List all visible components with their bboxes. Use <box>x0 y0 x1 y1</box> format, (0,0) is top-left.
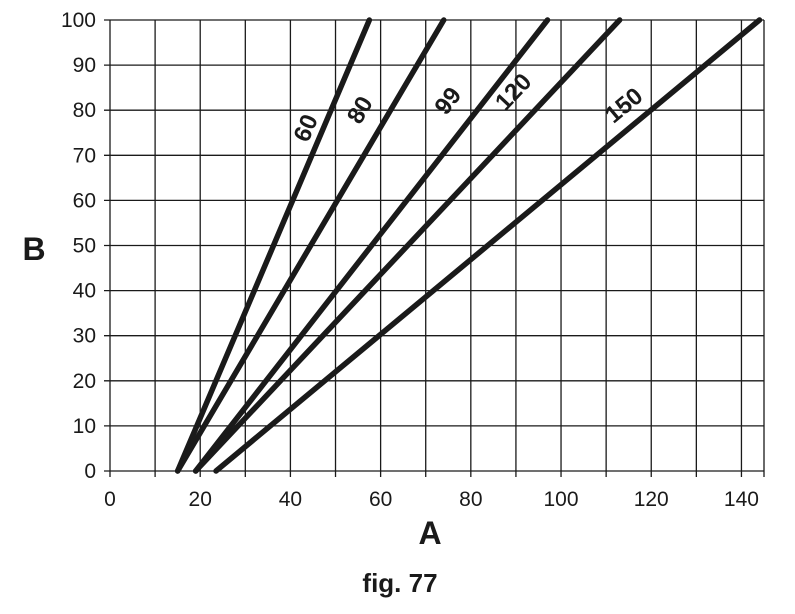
y-tick-label: 90 <box>73 54 96 77</box>
y-tick-label: 40 <box>73 280 96 303</box>
y-axis-label: B <box>22 231 45 267</box>
x-tick-label: 60 <box>369 488 392 511</box>
series-line-99 <box>192 17 551 474</box>
y-tick-label: 0 <box>84 460 96 483</box>
series-label-120: 120 <box>490 68 537 116</box>
x-axis-label: A <box>418 515 441 551</box>
series-lines <box>174 17 763 474</box>
y-tick-label: 30 <box>73 325 96 348</box>
x-tick-label: 80 <box>459 488 482 511</box>
series-label-150: 150 <box>600 83 648 129</box>
series-line-80 <box>174 17 447 474</box>
series-line-150 <box>213 17 763 474</box>
series-label-99: 99 <box>429 82 467 120</box>
x-tick-label: 120 <box>634 488 669 511</box>
x-tick-label: 100 <box>544 488 579 511</box>
series-label-80: 80 <box>342 92 379 129</box>
x-tick-label: 20 <box>189 488 212 511</box>
figure-caption: fig. 77 <box>362 568 437 598</box>
y-tick-label: 60 <box>73 189 96 212</box>
y-tick-label: 20 <box>73 370 96 393</box>
x-tick-label: 140 <box>724 488 759 511</box>
series-line-120 <box>192 17 623 474</box>
y-tick-label: 50 <box>73 235 96 258</box>
y-tick-label: 70 <box>73 144 96 167</box>
series-line-60 <box>174 17 373 474</box>
y-tick-label: 100 <box>61 9 96 32</box>
y-tick-label: 80 <box>73 99 96 122</box>
y-tick-label: 10 <box>73 415 96 438</box>
x-tick-label: 0 <box>104 488 116 511</box>
x-tick-label: 40 <box>279 488 302 511</box>
x-tick-labels: 0 20 40 60 80 100 120 140 <box>104 488 759 511</box>
y-tick-labels: 0 10 20 30 40 50 60 70 80 90 100 <box>61 9 96 483</box>
